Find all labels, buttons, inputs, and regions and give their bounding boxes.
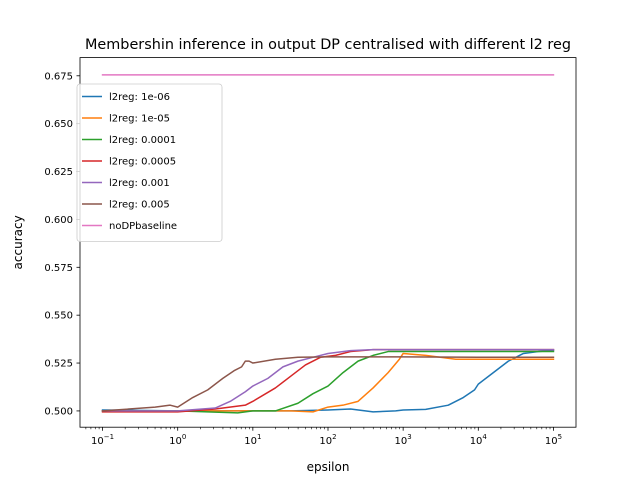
x-tick-label-4: 103	[395, 433, 412, 447]
legend-label-1: l2reg: 1e-05	[109, 114, 170, 125]
legend-label-6: noDPbaseline	[109, 221, 177, 232]
series-line-4	[101, 348, 555, 412]
x-tick-label-1: 100	[169, 433, 186, 447]
series-line-5	[101, 356, 555, 412]
x-tick-label-0: 10−1	[91, 433, 114, 447]
x-tick-label-3: 102	[319, 433, 336, 447]
series-line-1	[101, 352, 555, 413]
x-axis: 10−1 100 101 102 103 104 105	[85, 427, 562, 447]
y-tick-label-4: 0.600	[44, 215, 73, 226]
chart-title: Membershin inference in output DP centra…	[85, 37, 571, 53]
legend-label-5: l2reg: 0.005	[109, 200, 170, 211]
x-axis-label: epsilon	[307, 460, 350, 474]
y-tick-label-3: 0.575	[44, 263, 73, 274]
legend-label-0: l2reg: 1e-06	[109, 92, 170, 103]
y-tick-label-1: 0.525	[44, 359, 73, 370]
series-line-2	[101, 350, 555, 414]
plot-lines	[101, 74, 555, 414]
legend-label-4: l2reg: 0.001	[109, 178, 170, 189]
y-tick-label-2: 0.550	[44, 311, 73, 322]
y-tick-label-0: 0.500	[44, 406, 73, 417]
legend-label-3: l2reg: 0.0005	[109, 157, 176, 168]
legend: l2reg: 1e-06 l2reg: 1e-05 l2reg: 0.0001 l2r…	[76, 83, 223, 242]
legend-box	[76, 83, 223, 242]
x-tick-label-2: 101	[244, 433, 261, 447]
y-tick-label-5: 0.625	[44, 167, 73, 178]
y-tick-label-6: 0.650	[44, 119, 73, 130]
x-tick-label-5: 104	[470, 433, 488, 447]
y-axis-label: accuracy	[11, 215, 25, 269]
legend-label-2: l2reg: 0.0001	[109, 135, 176, 146]
x-tick-label-6: 105	[545, 433, 562, 447]
y-tick-label-7: 0.675	[44, 71, 73, 82]
